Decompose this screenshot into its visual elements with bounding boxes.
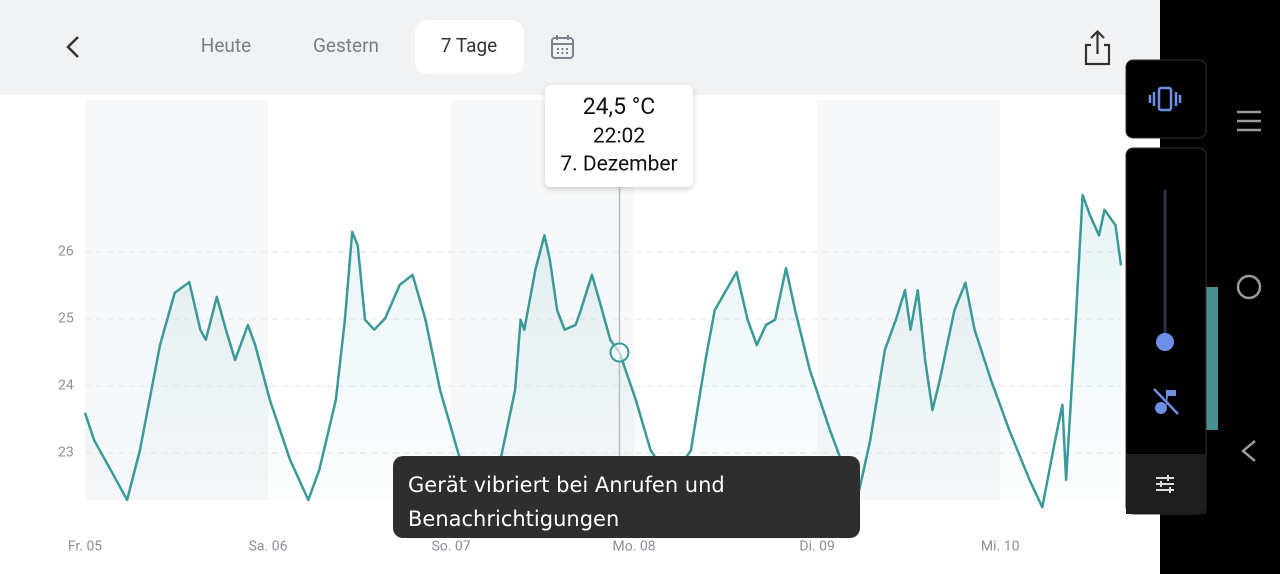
- tab-active-bg[interactable]: [415, 20, 524, 74]
- vibrate-icon: [1148, 86, 1182, 112]
- volume-thumb[interactable]: [1156, 333, 1174, 351]
- x-tick-label: Mo. 08: [613, 539, 656, 555]
- settings-icon: [1156, 475, 1174, 493]
- calendar-button[interactable]: [551, 35, 574, 59]
- tab[interactable]: Gestern: [313, 34, 379, 57]
- nav-menu[interactable]: [1237, 110, 1261, 132]
- temperature-line: [83, 193, 1123, 509]
- y-tick-label: 24: [58, 378, 74, 394]
- scroll-edge: [1206, 287, 1218, 430]
- tooltip-time: 22:02: [593, 125, 645, 149]
- y-tick-label: 26: [58, 244, 74, 260]
- tab[interactable]: Heute: [201, 34, 251, 57]
- tooltip-value: 24,5 °C: [583, 93, 656, 120]
- header-bar: [0, 0, 1160, 95]
- y-tick-label: 23: [58, 445, 74, 461]
- area-fill: [85, 195, 1121, 508]
- y-tick-label: 25: [58, 311, 74, 327]
- x-tick-label: Di. 09: [799, 539, 835, 555]
- tab-active[interactable]: 7 Tage: [441, 34, 497, 57]
- x-tick-label: So. 07: [431, 539, 470, 555]
- tooltip-box: [545, 85, 693, 187]
- nav-home[interactable]: [1236, 274, 1262, 300]
- share-button[interactable]: [1084, 29, 1111, 66]
- tooltip-date: 7. Dezember: [560, 153, 677, 177]
- x-tick-label: Sa. 06: [249, 539, 288, 555]
- mute-icon[interactable]: [1153, 388, 1179, 415]
- x-tick-label: Fr. 05: [68, 539, 102, 555]
- vibrate-button[interactable]: [1125, 59, 1207, 139]
- nav-back[interactable]: [1241, 440, 1256, 462]
- back-button[interactable]: [66, 36, 79, 58]
- toast: Gerät vibriert bei Anrufen und Benachric…: [393, 456, 860, 538]
- x-tick-label: Mi. 10: [981, 539, 1020, 555]
- selected-point: [609, 342, 630, 363]
